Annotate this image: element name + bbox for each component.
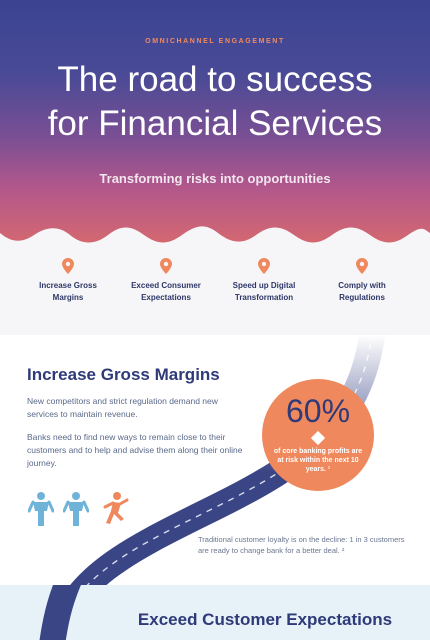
page-title: The road to success for Financial Servic… <box>0 58 430 146</box>
pillar-increase-gross-margins[interactable]: Increase Gross Margins <box>18 258 118 304</box>
standing-person-icon <box>28 492 54 526</box>
stat-caption: of core banking profits are at risk with… <box>273 448 363 473</box>
stat-badge: 60% of core banking profits are at risk … <box>262 379 374 491</box>
running-person-icon <box>103 492 129 524</box>
pillar-label-line: Exceed Consumer <box>131 281 201 290</box>
location-pin-icon <box>160 258 172 274</box>
title-line-1: The road to success <box>57 60 373 99</box>
pillar-label: Comply with Regulations <box>312 280 412 304</box>
pillar-label-line: Regulations <box>339 293 385 302</box>
info-tick-icon <box>311 431 325 445</box>
stat-layer: 60% of core banking profits are at risk … <box>0 335 430 585</box>
people-illustration <box>28 491 136 532</box>
pillar-comply-with-regulations[interactable]: Comply with Regulations <box>312 258 412 304</box>
section-paragraph: New competitors and strict regulation de… <box>27 396 218 419</box>
pillar-exceed-consumer-expectations[interactable]: Exceed Consumer Expectations <box>116 258 216 304</box>
pillar-label: Exceed Consumer Expectations <box>116 280 216 304</box>
section-heading: Exceed Customer Expectations <box>137 610 393 629</box>
pillar-label-line: Speed up Digital <box>232 281 296 290</box>
pillar-label-line: Increase Gross <box>39 281 97 290</box>
location-pin-icon <box>356 258 368 274</box>
hero-subtitle: Transforming risks into opportunities <box>99 171 331 186</box>
road-continuation <box>39 585 81 640</box>
location-pin-icon <box>62 258 74 274</box>
hero-banner: OMNICHANNEL ENGAGEMENT The road to succe… <box>0 0 430 250</box>
pillar-label-line: Expectations <box>141 293 191 302</box>
pillar-label-line: Comply with <box>338 281 386 290</box>
eyebrow-label: OMNICHANNEL ENGAGEMENT <box>145 38 285 45</box>
loyalty-note: Traditional customer loyalty is on the d… <box>198 535 405 555</box>
location-pin-icon <box>258 258 270 274</box>
standing-person-icon <box>63 492 90 526</box>
stat-value: 60% <box>285 393 351 429</box>
hero-wave-divider <box>0 226 430 255</box>
pillars-bar: Increase Gross Margins Exceed Consumer E… <box>0 250 430 335</box>
pillar-label: Speed up Digital Transformation <box>214 280 314 304</box>
pillar-speed-up-digital-transformation[interactable]: Speed up Digital Transformation <box>214 258 314 304</box>
section-heading: Increase Gross Margins <box>27 365 220 384</box>
title-line-2: for Financial Services <box>47 104 383 143</box>
pillar-label-line: Margins <box>52 293 84 302</box>
pillar-label-line: Transformation <box>234 293 294 302</box>
pillar-label: Increase Gross Margins <box>18 280 118 304</box>
section-paragraph: Banks need to find new ways to remain cl… <box>27 432 243 468</box>
